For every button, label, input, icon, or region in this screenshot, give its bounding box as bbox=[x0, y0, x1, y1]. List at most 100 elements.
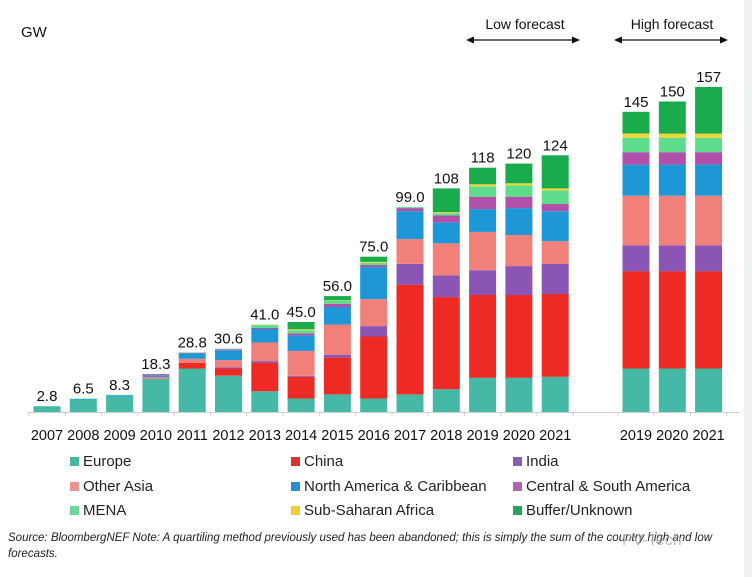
bar-segment-north-america-caribbean bbox=[541, 211, 569, 242]
bar-segment-europe bbox=[658, 368, 686, 412]
bar-segment-buffer-unknown bbox=[541, 155, 569, 189]
bar-stack-2020-high bbox=[658, 101, 686, 412]
x-tick-label: 2021 bbox=[539, 428, 571, 444]
legend-label: Europe bbox=[83, 453, 132, 470]
bar-segment-north-america-caribbean bbox=[469, 209, 497, 232]
bar-segment-mena bbox=[541, 190, 569, 204]
legend-item-north-america: North America & Caribbean bbox=[291, 478, 487, 495]
bar-segment-europe bbox=[142, 378, 170, 412]
bar-segment-other-asia bbox=[360, 299, 388, 327]
bar-segment-north-america-caribbean bbox=[396, 211, 424, 240]
legend-label: Buffer/Unknown bbox=[526, 502, 633, 519]
x-tick-label: 2015 bbox=[321, 428, 353, 444]
legend-item-mena: MENA bbox=[70, 502, 126, 519]
bar-segment-europe bbox=[178, 368, 206, 412]
x-tick-label: 2010 bbox=[140, 428, 172, 444]
bar-segment-india bbox=[505, 266, 533, 296]
bar-segment-central-south-america bbox=[622, 152, 650, 165]
bar-stack-2014 bbox=[287, 322, 315, 412]
total-label: 75.0 bbox=[359, 239, 388, 256]
bar-segment-india bbox=[541, 264, 569, 294]
bar-segment-sub-saharan-africa bbox=[432, 212, 460, 214]
bar-segment-sub-saharan-africa bbox=[541, 188, 569, 191]
bar-stack-2019-low bbox=[469, 167, 497, 412]
x-tick-label: 2013 bbox=[249, 428, 281, 444]
bar-segment-buffer-unknown bbox=[658, 101, 686, 134]
total-label: 145 bbox=[623, 94, 648, 111]
legend-item-sub-saharan-africa: Sub-Saharan Africa bbox=[291, 502, 434, 519]
bar-segment-central-south-america bbox=[323, 303, 351, 307]
bar-segment-mena bbox=[287, 330, 315, 334]
bar-segment-north-america-caribbean bbox=[432, 222, 460, 244]
bar-segment-china bbox=[360, 336, 388, 399]
total-label: 41.0 bbox=[250, 307, 279, 324]
bar-stack-2010 bbox=[142, 374, 170, 412]
total-label: 45.0 bbox=[286, 304, 315, 321]
legend-label: Central & South America bbox=[526, 478, 691, 495]
bar-segment-india bbox=[658, 245, 686, 272]
bar-segment-central-south-america bbox=[432, 215, 460, 223]
bar-segment-sub-saharan-africa bbox=[360, 261, 388, 263]
bar-segment-china bbox=[396, 284, 424, 395]
page-edge bbox=[744, 0, 752, 577]
bar-segment-india bbox=[695, 245, 723, 272]
bar-segment-india bbox=[323, 354, 351, 358]
bar-segment-other-asia bbox=[541, 241, 569, 264]
bar-segment-mena bbox=[658, 137, 686, 153]
x-tick-label: 2008 bbox=[67, 428, 99, 444]
bar-segment-china bbox=[541, 294, 569, 377]
bar-segment-north-america-caribbean bbox=[142, 375, 170, 377]
bar-segment-buffer-unknown bbox=[505, 163, 533, 184]
bar-segment-china bbox=[323, 357, 351, 395]
bar-segment-sub-saharan-africa bbox=[505, 183, 533, 186]
total-label: 28.8 bbox=[178, 334, 207, 351]
bar-segment-buffer-unknown bbox=[432, 188, 460, 213]
bar-segment-europe bbox=[287, 398, 315, 412]
bar-stack-2017 bbox=[396, 207, 424, 412]
bar-stack-2021-high bbox=[695, 87, 723, 412]
bar-segment-buffer-unknown bbox=[360, 256, 388, 262]
legend-label: MENA bbox=[83, 502, 127, 519]
legend-swatch-china bbox=[291, 457, 300, 466]
bar-segment-europe bbox=[695, 368, 723, 412]
x-tick-label: 2007 bbox=[31, 428, 63, 444]
bar-segment-central-south-america bbox=[695, 152, 723, 165]
bar-segment-india bbox=[396, 264, 424, 285]
bar-segment-europe bbox=[33, 406, 61, 412]
bar-segment-china bbox=[658, 271, 686, 369]
bar-segment-buffer-unknown bbox=[323, 296, 351, 301]
bar-stack-2016 bbox=[360, 256, 388, 412]
bar-segment-europe bbox=[622, 368, 650, 412]
low-forecast-label: Low forecast bbox=[485, 16, 564, 32]
bar-segment-europe bbox=[360, 398, 388, 412]
bar-segment-central-south-america bbox=[215, 349, 242, 351]
bar-stack-2009 bbox=[106, 394, 134, 412]
bar-stack-2015 bbox=[323, 296, 351, 412]
bar-segment-buffer-unknown bbox=[695, 87, 723, 134]
bar-segment-central-south-america bbox=[287, 333, 315, 336]
bar-segment-mena bbox=[396, 207, 424, 209]
bar-segment-china bbox=[622, 271, 650, 369]
legend-label: Other Asia bbox=[83, 478, 154, 495]
bar-segment-other-asia bbox=[658, 195, 686, 246]
bar-stack-2019-high bbox=[622, 111, 650, 412]
x-tick-label: 2009 bbox=[103, 428, 135, 444]
bar-segment-north-america-caribbean bbox=[251, 329, 279, 343]
bar-stack-2013 bbox=[251, 324, 279, 412]
bar-segment-north-america-caribbean bbox=[69, 399, 97, 400]
bar-segment-north-america-caribbean bbox=[360, 267, 388, 300]
total-label: 157 bbox=[696, 69, 721, 86]
bar-segment-mena bbox=[215, 348, 242, 350]
bar-segment-other-asia bbox=[396, 239, 424, 264]
x-tick-label: 2020 bbox=[656, 428, 688, 444]
bar-segment-other-asia bbox=[505, 235, 533, 267]
low-forecast-annotation: Low forecast bbox=[466, 16, 580, 44]
bar-segment-mena bbox=[695, 137, 723, 153]
bar-stack-2021-low bbox=[541, 155, 569, 412]
legend-label: North America & Caribbean bbox=[304, 478, 487, 495]
x-tick-labels: 2007 2008 2009 2010 2011 2012 2013 2014 2015 2016… bbox=[31, 428, 725, 444]
high-forecast-arrowhead-left bbox=[614, 36, 622, 44]
bar-segment-europe bbox=[323, 394, 351, 412]
legend-swatch-other-asia bbox=[70, 482, 79, 491]
bar-segment-buffer-unknown bbox=[469, 167, 497, 185]
